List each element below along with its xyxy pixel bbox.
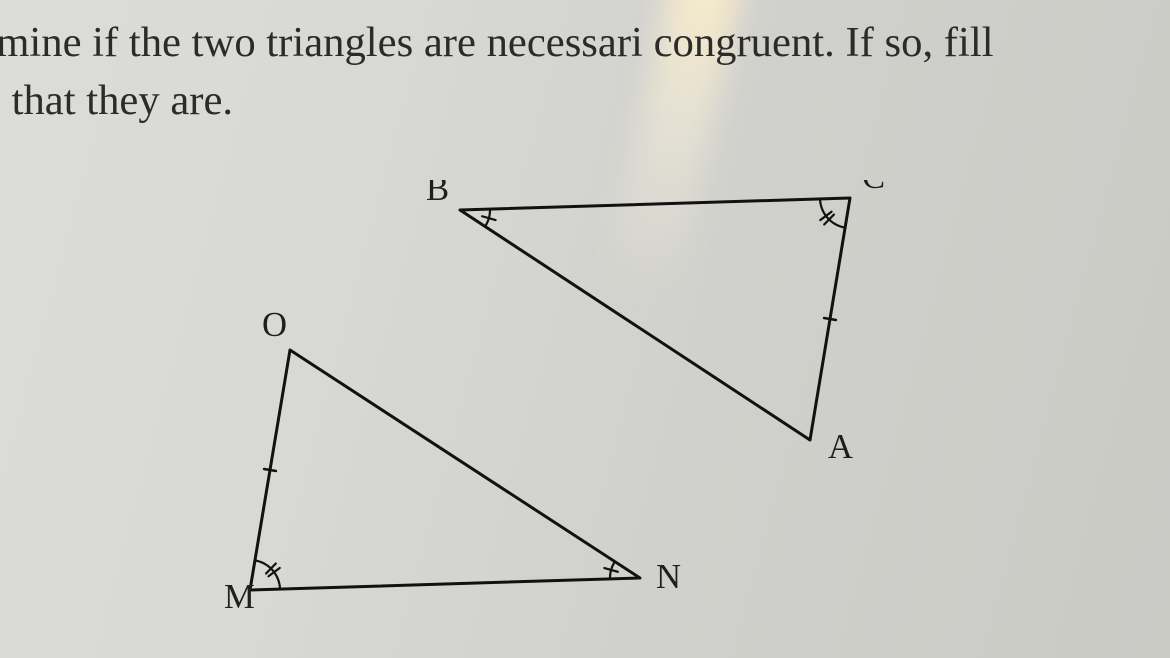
page-root: rmine if the two triangles are necessari… xyxy=(0,0,1170,658)
question-line-2: e that they are. xyxy=(0,72,233,130)
vertex-label-B: B xyxy=(426,180,449,208)
triangles-figure: B C A O M N xyxy=(200,180,960,640)
vertex-label-C: C xyxy=(862,180,885,196)
vertex-label-N: N xyxy=(656,558,681,596)
vertex-label-M: M xyxy=(224,578,255,616)
vertex-label-A: A xyxy=(828,428,853,466)
vertex-label-O: O xyxy=(262,306,287,344)
question-line-1: rmine if the two triangles are necessari… xyxy=(0,14,994,72)
triangles-svg: B C A O M N xyxy=(200,180,960,640)
